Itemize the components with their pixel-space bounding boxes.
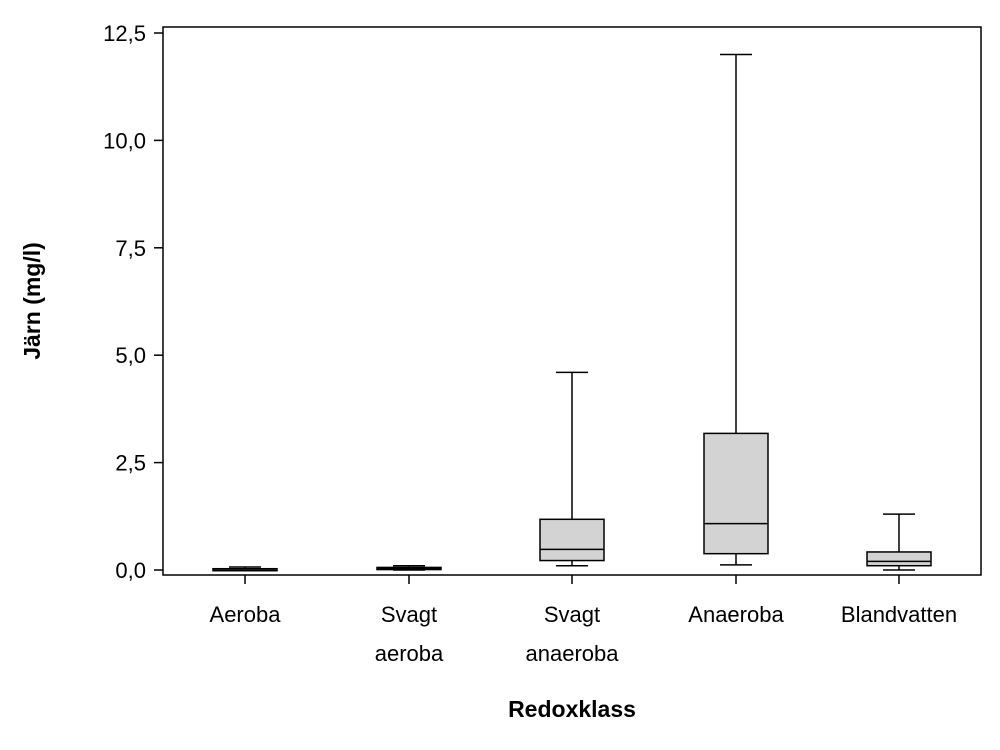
x-tick-label: Svagt aeroba (375, 602, 444, 666)
box-item (376, 564, 442, 571)
box-item (703, 53, 769, 566)
x-axis-title: Redoxklass (508, 696, 636, 722)
y-tick-label: 12,5 (103, 21, 146, 46)
y-axis: 0,0 2,5 5,0 7,5 10,0 12,5 (103, 21, 163, 583)
x-tick-label: Anaeroba (688, 602, 784, 627)
x-axis: Aeroba Svagt aeroba Svagt anaeroba Anaeroba Bl… (210, 575, 957, 666)
y-tick-label: 7,5 (115, 236, 146, 261)
x-tick-label: Svagt anaeroba (526, 602, 620, 666)
box-iqr (703, 432, 769, 555)
box-iqr (539, 518, 605, 562)
box-item (539, 371, 605, 567)
x-tick-label: Blandvatten (841, 602, 957, 627)
y-axis-title: Järn (mg/l) (19, 242, 45, 360)
x-tick-label: Aeroba (210, 602, 282, 627)
y-tick-label: 5,0 (115, 343, 146, 368)
box-series (212, 53, 932, 572)
box-iqr (866, 551, 932, 567)
y-tick-label: 2,5 (115, 451, 146, 476)
y-tick-label: 0,0 (115, 558, 146, 583)
box-item (212, 566, 278, 572)
y-tick-label: 10,0 (103, 128, 146, 153)
box-item (866, 513, 932, 571)
